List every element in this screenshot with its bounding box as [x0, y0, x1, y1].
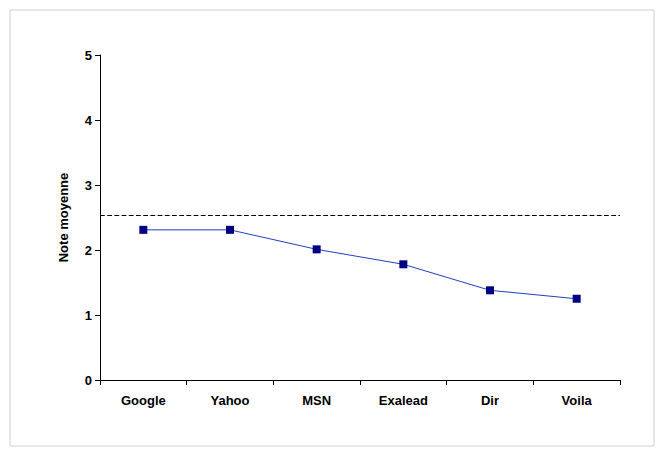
svg-text:Dir: Dir: [481, 393, 499, 408]
svg-text:3: 3: [85, 178, 92, 193]
svg-text:1: 1: [85, 308, 92, 323]
svg-text:4: 4: [85, 113, 93, 128]
svg-text:Voila: Voila: [562, 393, 593, 408]
svg-text:MSN: MSN: [302, 393, 331, 408]
svg-text:Exalead: Exalead: [379, 393, 428, 408]
svg-text:Google: Google: [121, 393, 166, 408]
svg-text:5: 5: [85, 48, 92, 63]
svg-text:2: 2: [85, 243, 92, 258]
svg-text:Note moyenne: Note moyenne: [56, 173, 71, 263]
svg-text:Yahoo: Yahoo: [210, 393, 249, 408]
svg-text:0: 0: [85, 373, 92, 388]
